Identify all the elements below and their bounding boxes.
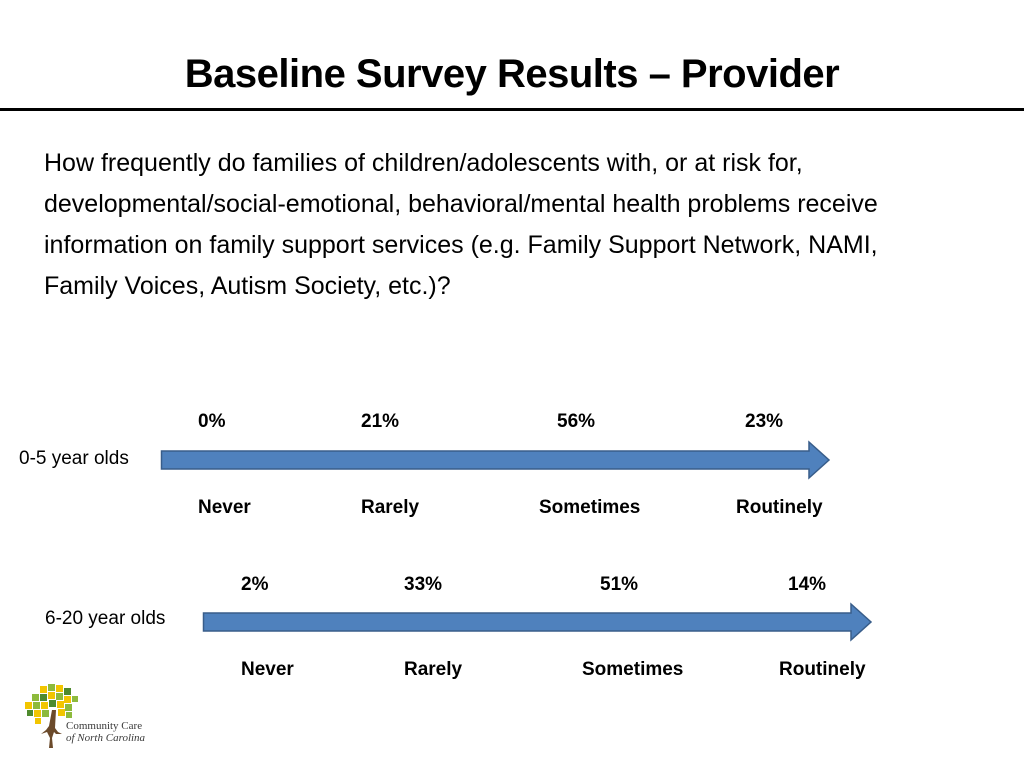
group2-cat-never: Never <box>241 659 294 680</box>
group1-label: 0-5 year olds <box>19 448 129 469</box>
group2-pct-sometimes: 51% <box>600 574 639 595</box>
survey-question: How frequently do families of children/a… <box>44 149 878 300</box>
group2-label: 6-20 year olds <box>45 608 166 629</box>
logo-text-line2: of North Carolina <box>66 732 146 744</box>
group1-cat-never: Never <box>198 497 251 518</box>
group1-cat-rarely: Rarely <box>361 497 420 518</box>
logo-text-line1: Community Care <box>66 720 143 732</box>
group2-cat-routinely: Routinely <box>779 659 866 680</box>
group2-pct-never: 2% <box>241 574 269 595</box>
group2-cat-rarely: Rarely <box>404 659 463 680</box>
group1-pct-routinely: 23% <box>745 411 784 432</box>
group1-cat-routinely: Routinely <box>736 497 823 518</box>
group2-cat-sometimes: Sometimes <box>582 659 684 680</box>
group2-pct-rarely: 33% <box>404 574 443 595</box>
group2-pct-routinely: 14% <box>788 574 827 595</box>
group1-pct-never: 0% <box>198 411 226 432</box>
logo-text: Community Care of North Carolina <box>66 720 145 744</box>
group2-frequency-arrow <box>202 602 873 642</box>
group1-pct-rarely: 21% <box>361 411 400 432</box>
tree-trunk-icon <box>41 710 62 748</box>
group1-frequency-arrow <box>160 440 831 480</box>
community-care-logo <box>25 684 78 748</box>
group1-pct-sometimes: 56% <box>557 411 596 432</box>
group1-cat-sometimes: Sometimes <box>539 497 641 518</box>
tree-canopy-icon <box>25 684 78 724</box>
slide-title: Baseline Survey Results – Provider <box>184 52 840 96</box>
title-divider <box>0 108 1024 111</box>
